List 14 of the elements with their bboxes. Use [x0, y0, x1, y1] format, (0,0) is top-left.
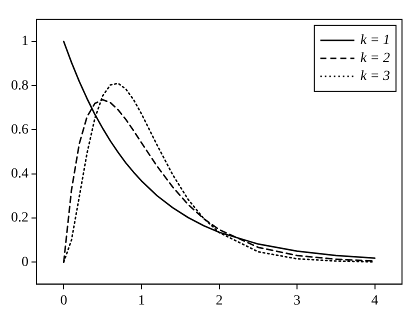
x-tick-label: 4 — [371, 293, 378, 308]
y-tick-label: 0.4 — [11, 166, 28, 182]
y-tick-label: 0.8 — [11, 78, 28, 94]
y-tick-label: 0.6 — [11, 122, 28, 138]
x-tick-label: 3 — [294, 293, 301, 308]
legend-label: k = 3 — [360, 69, 390, 84]
y-tick-label: 1 — [22, 34, 28, 50]
legend-label: k = 2 — [360, 51, 390, 66]
legend-label: k = 1 — [360, 33, 390, 48]
y-tick-label: 0 — [22, 254, 28, 270]
y-tick-label: 0.2 — [11, 210, 28, 226]
x-tick-label: 1 — [138, 293, 145, 308]
x-tick-label: 0 — [60, 293, 68, 308]
x-tick-label: 2 — [216, 293, 223, 308]
